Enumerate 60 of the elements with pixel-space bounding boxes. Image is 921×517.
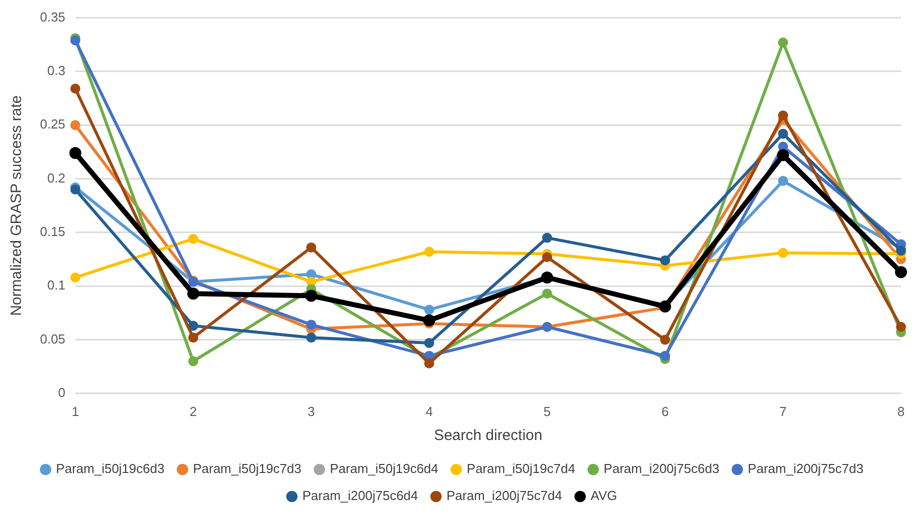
x-tick-label: 6 — [661, 404, 669, 419]
point — [778, 110, 788, 120]
point — [777, 149, 790, 162]
point — [542, 232, 552, 243]
legend-label: Param_i50j19c6d3 — [56, 461, 164, 476]
point — [542, 252, 552, 262]
legend-label: Param_i200j75c6d4 — [302, 488, 418, 504]
point — [660, 334, 670, 345]
point — [542, 288, 552, 299]
legend-label: Param_i50j19c7d3 — [192, 461, 302, 476]
point — [70, 184, 80, 195]
y-tick-label: 0.25 — [40, 116, 66, 132]
point — [187, 288, 200, 300]
y-tick-label: 0.3 — [47, 63, 66, 78]
legend-label: AVG — [590, 488, 618, 504]
y-tick-label: 0.05 — [40, 331, 66, 346]
point — [895, 266, 907, 278]
point — [70, 120, 80, 130]
point — [188, 332, 198, 343]
point — [778, 128, 788, 139]
x-tick-label: 1 — [72, 404, 79, 419]
point — [424, 304, 434, 315]
point — [188, 234, 198, 244]
point — [424, 338, 434, 348]
point — [660, 350, 670, 361]
point — [306, 332, 316, 343]
y-tick-label: 0.35 — [40, 9, 66, 24]
x-tick-label: 4 — [426, 404, 433, 419]
point — [306, 320, 316, 330]
y-tick-label: 0 — [58, 384, 66, 400]
x-tick-label: 3 — [308, 404, 315, 419]
x-tick-label: 7 — [779, 404, 787, 419]
x-tick-label: 2 — [190, 404, 197, 419]
x-tick-label: 8 — [897, 404, 905, 419]
point — [778, 248, 788, 258]
legend-label: Param_i50j19c7d4 — [466, 461, 576, 476]
legend-label: Param_i200j75c7d4 — [446, 488, 562, 504]
x-tick-label: 5 — [544, 404, 551, 419]
point — [896, 322, 906, 332]
point — [188, 320, 198, 331]
point — [69, 147, 82, 160]
x-axis-title: Search direction — [434, 427, 542, 444]
legend-label: Param_i50j19c6d4 — [330, 461, 438, 476]
legend-label: Param_i200j75c6d3 — [604, 461, 720, 476]
point — [424, 246, 434, 257]
y-tick-label: 0.1 — [47, 278, 66, 293]
legend-label: Param_i200j75c7d3 — [748, 461, 864, 476]
point — [70, 272, 80, 282]
point — [306, 242, 316, 252]
y-tick-label: 0.2 — [47, 170, 66, 186]
point — [778, 176, 788, 186]
point — [424, 358, 434, 368]
point — [778, 37, 788, 48]
y-tick-label: 0.15 — [40, 224, 66, 240]
point — [423, 314, 436, 326]
point — [70, 84, 80, 94]
y-axis-title: Normalized GRASP success rate — [8, 95, 26, 316]
point — [305, 290, 318, 302]
point — [188, 356, 198, 366]
point — [660, 255, 670, 266]
